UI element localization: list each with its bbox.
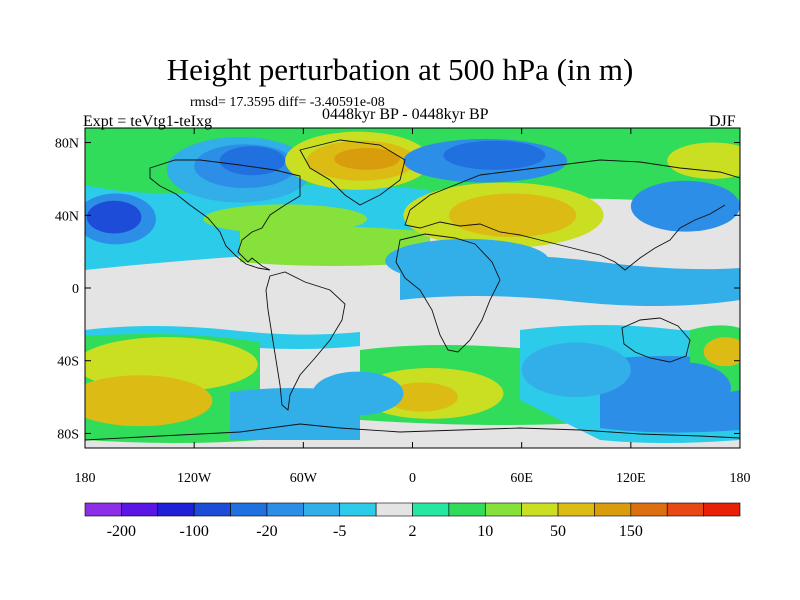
map-axes: 80N 40N 0 40S 80S 180 120W 60W 0 60E 120E 180 (55, 128, 751, 486)
lat-tick-label: 80S (57, 427, 79, 442)
colorbar: -200 -100 -20 -5 2 10 50 150 (84, 502, 741, 540)
colorbar-swatch (703, 502, 741, 517)
field-layer (85, 128, 740, 443)
experiment-label: Expt = teVtg1-teIxg (83, 113, 212, 130)
colorbar-swatch (157, 502, 195, 517)
field-blob (312, 371, 404, 416)
field-band (240, 226, 430, 266)
stats-subtitle: rmsd= 17.3595 diff= -3.40591e-08 (190, 95, 385, 110)
colorbar-swatch (303, 502, 341, 517)
lat-tick-label: 80N (55, 137, 79, 152)
lat-tick-label: 0 (72, 282, 79, 297)
plot-title: Height perturbation at 500 hPa (in m) (166, 52, 634, 87)
field-blob (667, 142, 740, 179)
colorbar-swatch (230, 502, 268, 517)
colorbar-swatch (521, 502, 559, 517)
colorbar-label: -200 (107, 523, 136, 540)
coast-antarctica (85, 423, 740, 441)
coast-south-america (265, 271, 346, 411)
period-label: 0448kyr BP - 0448kyr BP (322, 106, 489, 123)
colorbar-swatch (375, 502, 413, 517)
field-blob (448, 193, 577, 238)
lon-tick-label: 60W (290, 471, 318, 486)
season-label: DJF (709, 113, 736, 130)
field-blob (219, 146, 286, 176)
blob-layer (85, 131, 740, 427)
field-blob (334, 148, 400, 170)
colorbar-label: 2 (409, 523, 417, 540)
field-blob (203, 204, 368, 234)
coast-australia (621, 317, 691, 363)
coast-greenland (299, 139, 406, 206)
lon-tick-label: 120W (177, 471, 212, 486)
colorbar-swatch (666, 502, 704, 517)
colorbar-swatch (84, 502, 122, 517)
colorbar-swatch (484, 502, 522, 517)
field-blob (521, 342, 631, 398)
lon-tick-label: 60E (510, 471, 533, 486)
coast-north-america (149, 159, 301, 271)
colorbar-label: -5 (333, 523, 346, 540)
field-blob (703, 337, 740, 367)
lon-tick-label: 180 (730, 471, 751, 486)
colorbar-swatch (339, 502, 377, 517)
colorbar-swatch (448, 502, 486, 517)
colorbar-label: -20 (256, 523, 277, 540)
lon-tick-label: 0 (409, 471, 416, 486)
field-blob (86, 200, 142, 234)
coastlines (85, 139, 740, 441)
colorbar-label: 150 (619, 523, 643, 540)
colorbar-swatch (412, 502, 450, 517)
colorbar-swatch (630, 502, 668, 517)
field-blob (385, 238, 549, 283)
colorbar-swatch (266, 502, 304, 517)
field-blob (630, 180, 740, 232)
field-blob (85, 375, 213, 427)
colorbar-label: -100 (180, 523, 209, 540)
lat-tick-label: 40N (55, 209, 79, 224)
field-blob (385, 382, 458, 412)
lat-tick-label: 40S (57, 355, 79, 370)
colorbar-label: 10 (477, 523, 493, 540)
colorbar-swatch (193, 502, 231, 517)
colorbar-label: 50 (550, 523, 566, 540)
coast-europe-asia (404, 159, 740, 271)
field-blob (639, 362, 731, 414)
field-blob (443, 140, 546, 170)
lon-tick-label: 120E (616, 471, 646, 486)
colorbar-swatch (121, 502, 159, 517)
coast-africa (395, 233, 501, 353)
lon-tick-label: 180 (75, 471, 96, 486)
colorbar-swatch (594, 502, 632, 517)
colorbar-swatch (557, 502, 595, 517)
